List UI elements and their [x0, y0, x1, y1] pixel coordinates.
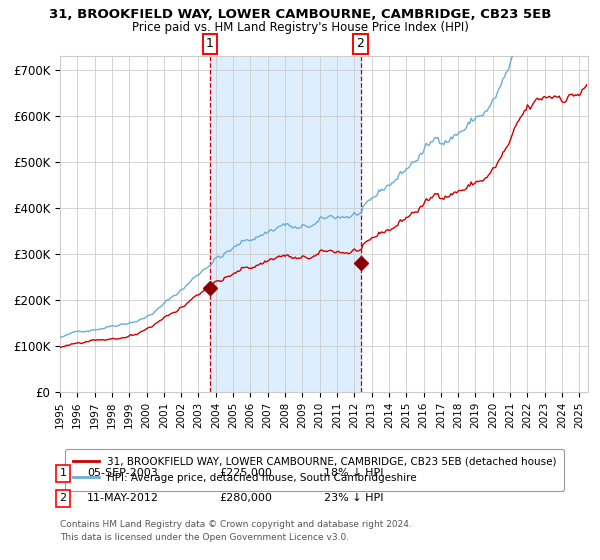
Text: 11-MAY-2012: 11-MAY-2012 — [87, 493, 159, 503]
Text: £280,000: £280,000 — [219, 493, 272, 503]
Legend: 31, BROOKFIELD WAY, LOWER CAMBOURNE, CAMBRIDGE, CB23 5EB (detached house), HPI: : 31, BROOKFIELD WAY, LOWER CAMBOURNE, CAM… — [65, 449, 563, 491]
Text: Price paid vs. HM Land Registry's House Price Index (HPI): Price paid vs. HM Land Registry's House … — [131, 21, 469, 34]
Text: 2: 2 — [356, 38, 364, 50]
Text: 2: 2 — [59, 493, 67, 503]
Bar — [210, 56, 361, 392]
Text: 05-SEP-2003: 05-SEP-2003 — [87, 468, 158, 478]
Text: This data is licensed under the Open Government Licence v3.0.: This data is licensed under the Open Gov… — [60, 533, 349, 542]
Text: 23% ↓ HPI: 23% ↓ HPI — [324, 493, 383, 503]
Text: Contains HM Land Registry data © Crown copyright and database right 2024.: Contains HM Land Registry data © Crown c… — [60, 520, 412, 529]
Text: 18% ↓ HPI: 18% ↓ HPI — [324, 468, 383, 478]
Text: 1: 1 — [59, 468, 67, 478]
Text: 1: 1 — [206, 38, 214, 50]
Text: £225,000: £225,000 — [219, 468, 272, 478]
Text: 31, BROOKFIELD WAY, LOWER CAMBOURNE, CAMBRIDGE, CB23 5EB: 31, BROOKFIELD WAY, LOWER CAMBOURNE, CAM… — [49, 8, 551, 21]
